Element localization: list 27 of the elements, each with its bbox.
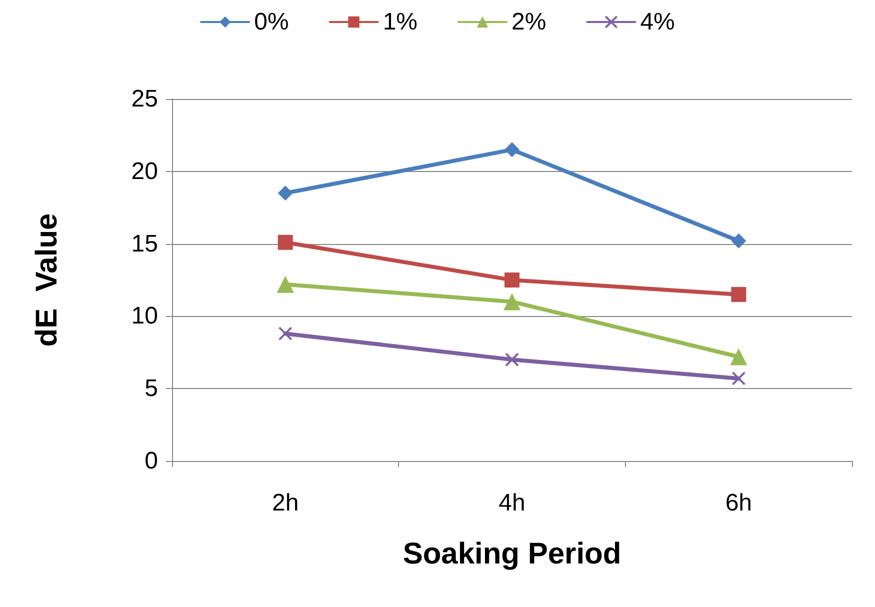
point <box>504 142 520 158</box>
legend-label: 4% <box>640 8 675 36</box>
y-tick-label: 20 <box>131 158 158 185</box>
legend-label: 0% <box>254 8 289 36</box>
y-tick-label: 0 <box>144 448 158 474</box>
point <box>731 286 746 302</box>
legend-label: 2% <box>512 8 546 36</box>
point <box>504 293 520 310</box>
point <box>504 272 520 288</box>
point <box>730 348 748 366</box>
point <box>278 326 292 341</box>
y-tick-label: 5 <box>144 375 158 402</box>
x-tick-label: 2h <box>272 490 299 516</box>
point <box>276 276 294 293</box>
x-tick-label: 4h <box>498 490 526 516</box>
point <box>278 186 293 201</box>
point <box>278 234 293 250</box>
x-axis-title: Soaking Period <box>402 538 622 570</box>
y-tick-label: 25 <box>131 86 158 112</box>
x-tick-label: 6h <box>725 490 752 516</box>
legend-label: 1% <box>382 8 418 36</box>
y-tick-label: 10 <box>131 302 158 330</box>
point <box>731 233 746 248</box>
y-axis-title: dE Value <box>30 213 64 347</box>
y-tick-label: 15 <box>131 230 158 258</box>
point <box>505 352 519 367</box>
point <box>732 371 746 386</box>
